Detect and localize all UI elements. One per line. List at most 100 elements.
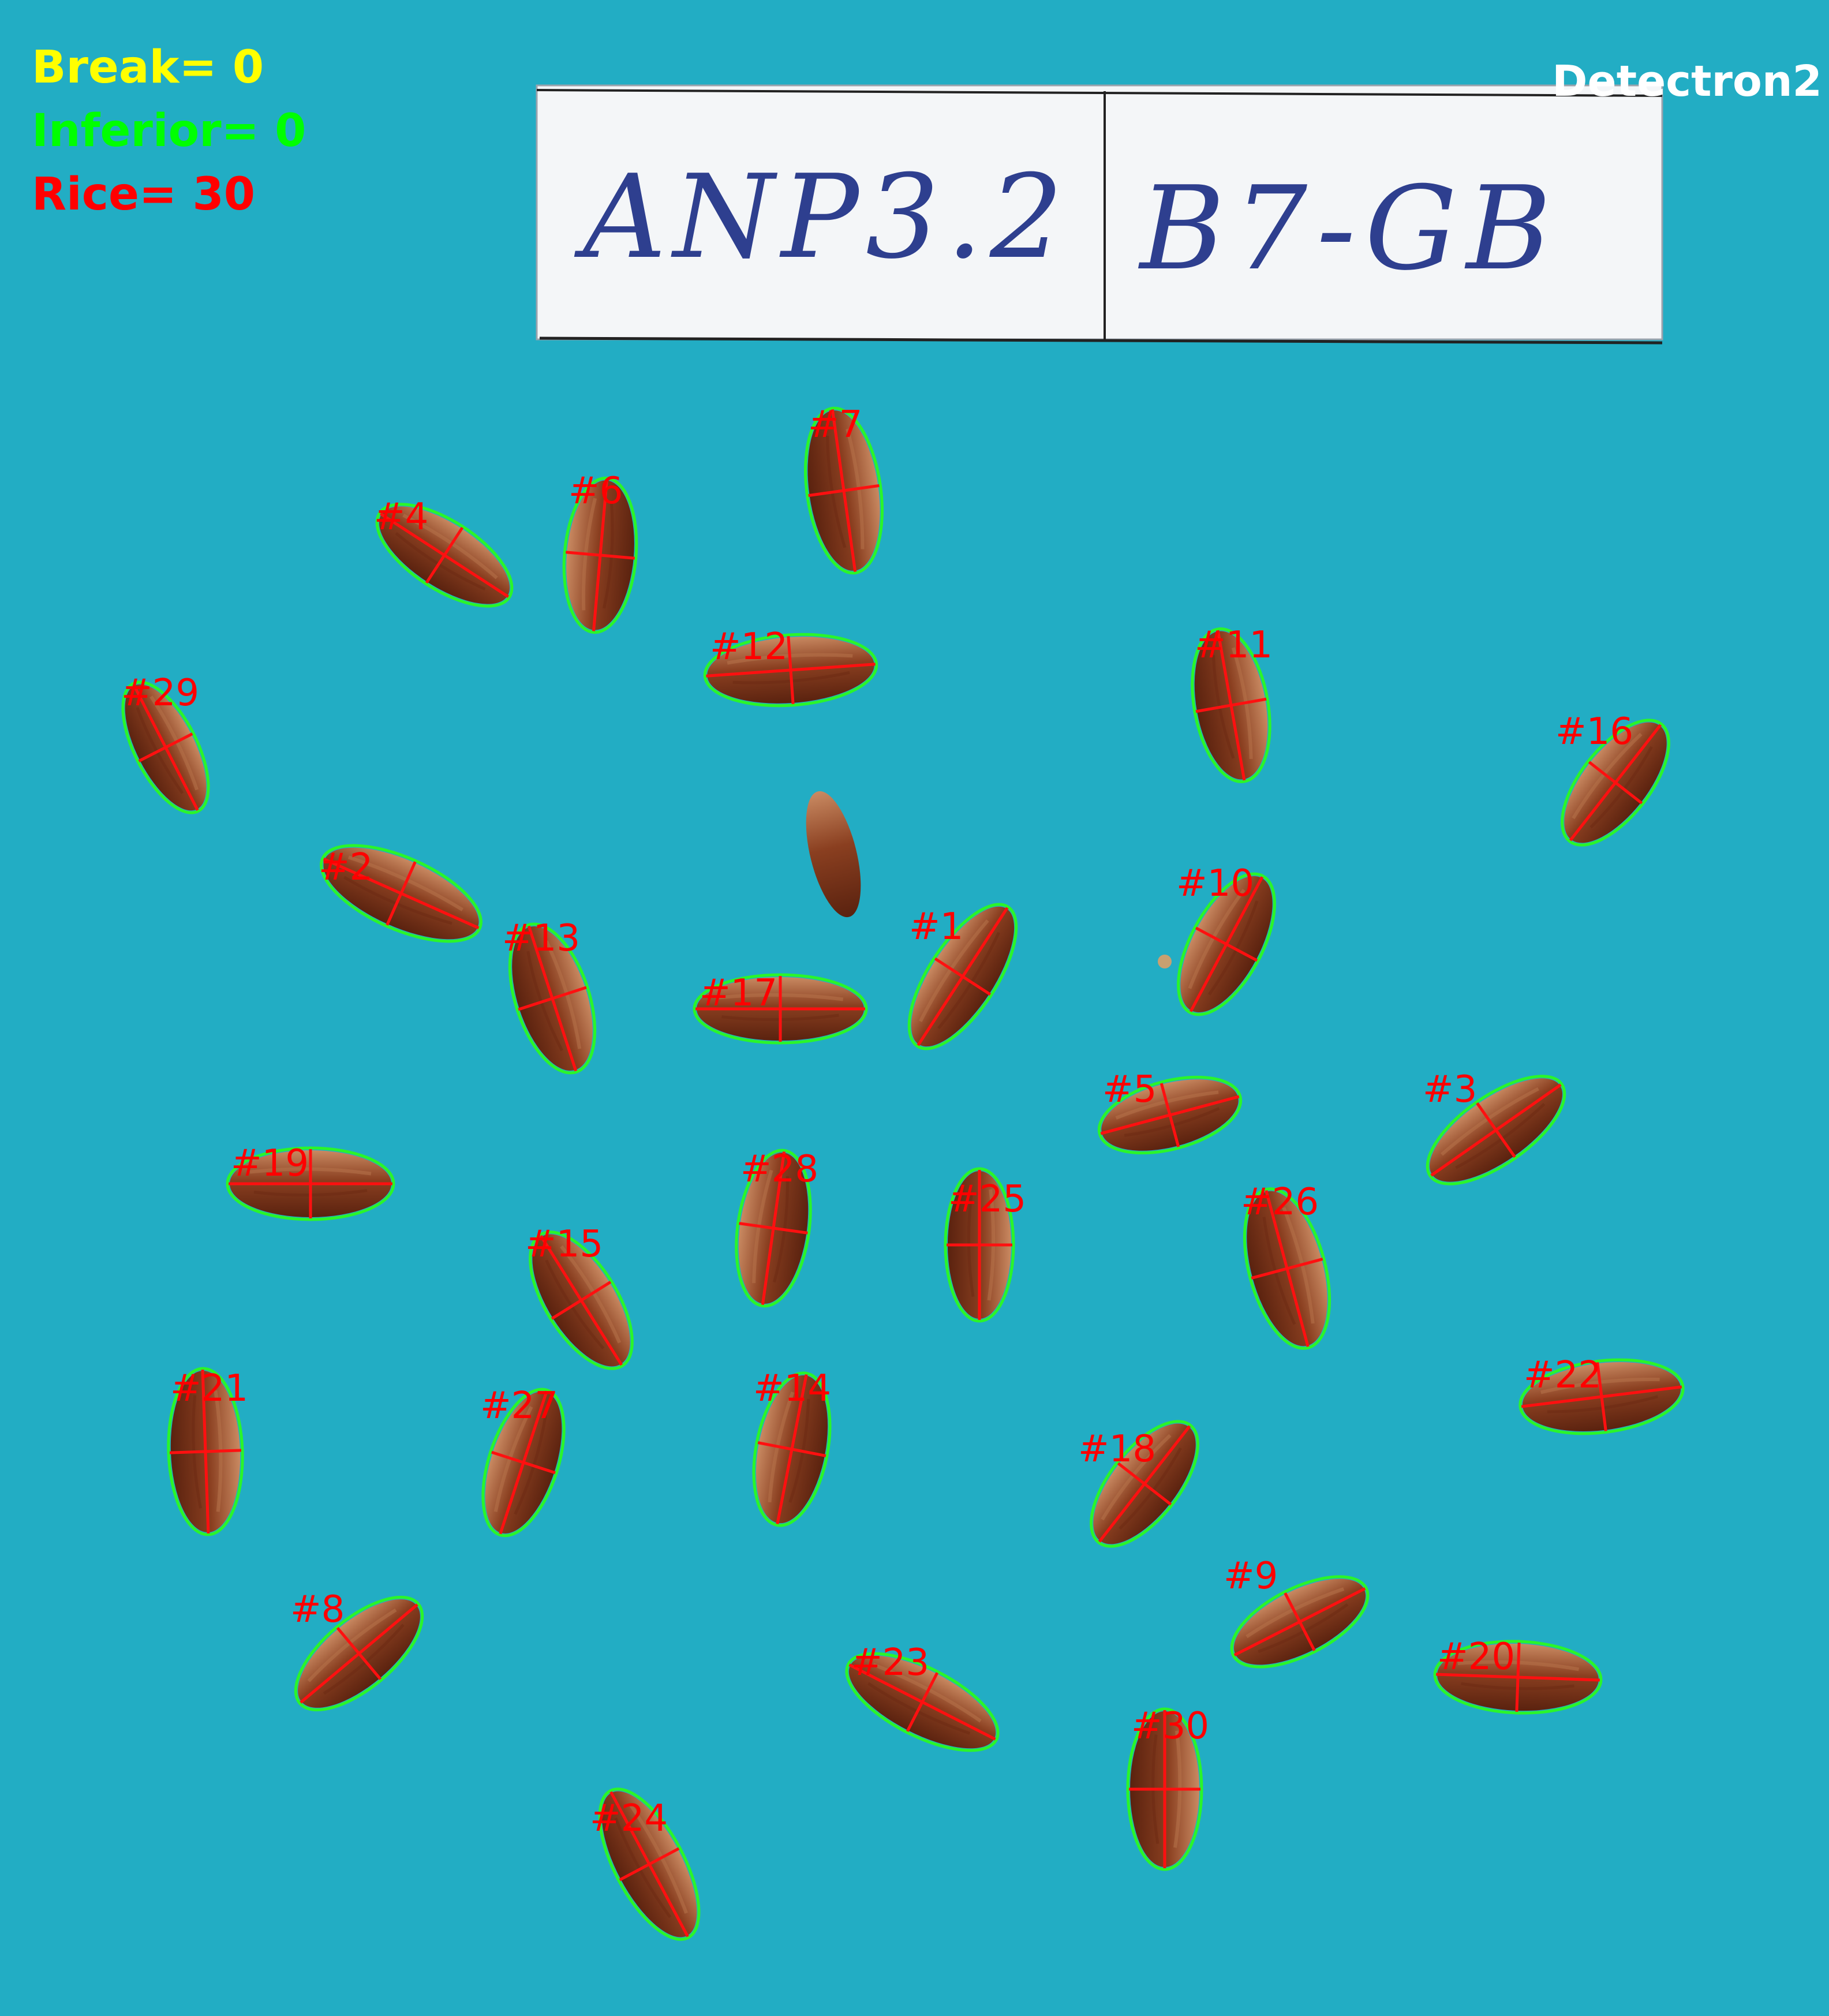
grain-11-label: #11 (1195, 624, 1273, 667)
grain-30-contour (1126, 1707, 1203, 1871)
grain-16 (1561, 719, 1670, 847)
grain-16-contour (1561, 719, 1670, 847)
grain-14-minor-axis (757, 1441, 826, 1457)
grain-21 (167, 1367, 244, 1536)
grain-19 (226, 1146, 395, 1221)
grain-26-label: #26 (1241, 1181, 1319, 1224)
grain-26-contour (1243, 1187, 1331, 1350)
grain-24-contour (598, 1787, 701, 1941)
grain-21-minor-axis (169, 1449, 242, 1454)
grain-19-contour (226, 1146, 395, 1221)
grain-12-minor-axis (787, 635, 795, 705)
grain-3-contour (1426, 1075, 1566, 1185)
grain-25 (944, 1167, 1015, 1323)
grain-7-label: #7 (808, 403, 862, 446)
grain-24-minor-axis (619, 1847, 680, 1882)
grain-22-label: #22 (1524, 1354, 1602, 1397)
label-bottom-rule (539, 336, 1663, 345)
grain-5-contour (1097, 1075, 1243, 1155)
grain-23-minor-axis (906, 1672, 939, 1732)
sample-id-right: B7-GB (1138, 162, 1561, 296)
grain-4-contour (375, 503, 514, 608)
grain-18 (1090, 1420, 1199, 1548)
sample-label-card: ANP3.2 B7-GB (536, 84, 1663, 345)
grain-2-label: #2 (319, 846, 373, 889)
break-count: Break= 0 (32, 45, 264, 90)
grain-6-label: #6 (568, 470, 623, 513)
grain-18-label: #18 (1078, 1428, 1156, 1471)
grain-30-label: #30 (1131, 1705, 1209, 1748)
grain-8-contour (294, 1595, 424, 1712)
grain-7-contour (804, 406, 884, 575)
grain-6 (562, 476, 638, 634)
label-paper (536, 84, 1663, 341)
grain-29 (121, 680, 210, 814)
grain-9-minor-axis (1284, 1592, 1316, 1652)
model-name: Detectron2 (1552, 57, 1822, 106)
grain-4-label: #4 (374, 496, 428, 538)
grain-3-label: #3 (1423, 1068, 1477, 1111)
grain-23-label: #23 (851, 1641, 929, 1684)
grain-26-minor-axis (1251, 1258, 1323, 1280)
grain-17-contour (693, 973, 868, 1045)
grain-26 (1243, 1187, 1331, 1350)
label-top-rule (536, 89, 1663, 97)
grain-29-contour (121, 680, 210, 814)
grain-20-minor-axis (1515, 1642, 1521, 1712)
grain-10-label: #10 (1176, 862, 1254, 905)
grain-15-minor-axis (551, 1281, 612, 1320)
grain-21-contour (167, 1367, 244, 1536)
grain-8-minor-axis (336, 1626, 382, 1681)
grain-10-minor-axis (1195, 926, 1258, 962)
break-value: 0 (232, 42, 264, 93)
grain-15-label: #15 (525, 1223, 603, 1266)
grain-28-contour (735, 1149, 812, 1308)
grain-24 (598, 1787, 701, 1941)
grain-25-contour (944, 1167, 1015, 1323)
grain-19-label: #19 (231, 1142, 309, 1185)
rice-value: 30 (192, 169, 255, 220)
grain-23-contour (845, 1652, 1000, 1752)
grain-24-label: #24 (590, 1797, 668, 1840)
grain-9 (1230, 1575, 1370, 1669)
grain-20 (1433, 1640, 1603, 1715)
grain-9-contour (1230, 1575, 1370, 1669)
grain-11 (1191, 627, 1271, 783)
grain-15-contour (529, 1230, 634, 1370)
grain-30 (1126, 1707, 1203, 1871)
grain-25-label: #25 (948, 1178, 1026, 1221)
grain-12 (703, 633, 878, 708)
grain-13-label: #13 (502, 917, 580, 960)
grain-detections: #1 #2 #3 #4 #5 #6 #7 #8 #9 #10 #11 #12 #13 #14 #15 #16 #… (121, 403, 1685, 1941)
break-label: Break= (32, 42, 217, 93)
grain-29-label: #29 (121, 672, 199, 715)
grain-5 (1097, 1075, 1243, 1155)
grain-18-minor-axis (1117, 1462, 1172, 1506)
grain-7-minor-axis (808, 484, 880, 498)
grain-13-contour (508, 922, 597, 1075)
grain-17 (693, 973, 868, 1045)
grain-8 (294, 1595, 424, 1712)
grain-28 (735, 1149, 812, 1308)
grain-13-minor-axis (518, 986, 587, 1011)
grain-28-minor-axis (739, 1222, 808, 1235)
grain-10 (1177, 872, 1276, 1016)
grain-27-minor-axis (491, 1450, 556, 1475)
grain-20-contour (1433, 1640, 1603, 1715)
grain-27-label: #27 (480, 1385, 558, 1427)
grain-11-minor-axis (1195, 697, 1267, 713)
grain-16-minor-axis (1588, 761, 1643, 805)
grain-2-contour (320, 844, 483, 943)
grain-15 (529, 1230, 634, 1370)
sample-id-left: ANP3.2 (574, 150, 1070, 285)
inferior-label: Inferior= (32, 105, 259, 157)
grain-17-label: #17 (700, 972, 777, 1015)
grain-7 (804, 406, 884, 575)
grain-6-contour (562, 476, 638, 634)
grain-23 (845, 1652, 1000, 1752)
grain-22-contour (1518, 1358, 1685, 1435)
grain-2-minor-axis (386, 861, 417, 926)
grain-1-minor-axis (934, 957, 992, 996)
